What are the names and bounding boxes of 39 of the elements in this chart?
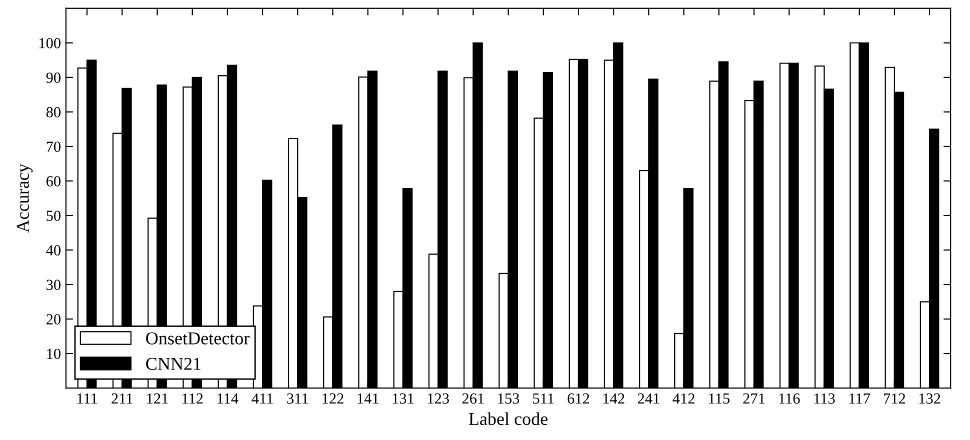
x-tick-label: 123 — [428, 393, 449, 404]
x-tick-label: 511 — [533, 393, 554, 404]
x-tick-label: 612 — [568, 393, 590, 404]
x-tick-label: 141 — [358, 393, 378, 404]
x-tick-label: 131 — [392, 393, 414, 404]
y-tick-label: 80 — [46, 107, 61, 118]
x-tick-label: 153 — [498, 393, 520, 404]
x-tick-label: 271 — [743, 393, 765, 404]
x-tick-label: 412 — [672, 393, 694, 404]
y-tick-label: 90 — [46, 72, 61, 83]
x-axis-title: Label code — [468, 412, 548, 426]
x-tick-label: 116 — [779, 393, 800, 404]
y-tick-label: 70 — [46, 142, 61, 152]
x-tick-label: 112 — [182, 393, 203, 404]
x-tick-label: 241 — [638, 393, 660, 404]
y-tick-label: 10 — [47, 348, 61, 360]
x-tick-label: 117 — [850, 393, 870, 404]
x-tick-label: 114 — [218, 393, 238, 404]
x-tick-label: 712 — [884, 393, 906, 404]
y-tick-label: 20 — [46, 314, 61, 324]
legend-label: OnsetDetector — [146, 332, 250, 344]
x-tick-label: 411 — [252, 393, 273, 404]
y-tick-label: 30 — [46, 280, 61, 290]
y-tick-label: 50 — [46, 210, 61, 221]
y-tick-label: 60 — [46, 176, 61, 186]
x-tick-label: 115 — [709, 393, 730, 404]
x-tick-label: 261 — [462, 393, 484, 404]
x-tick-label: 311 — [287, 393, 308, 404]
x-tick-label: 111 — [77, 393, 97, 404]
legend-label: CNN21 — [146, 358, 200, 370]
x-tick-label: 121 — [147, 393, 168, 404]
y-axis-title: Accuracy — [16, 164, 33, 233]
y-tick-label: 100 — [40, 38, 61, 48]
x-tick-label: 211 — [112, 393, 132, 404]
x-tick-label: 132 — [919, 393, 940, 404]
y-tick-label: 40 — [46, 245, 61, 256]
x-tick-label: 122 — [322, 393, 344, 404]
x-tick-label: 113 — [814, 393, 835, 404]
x-tick-label: 142 — [603, 393, 624, 404]
